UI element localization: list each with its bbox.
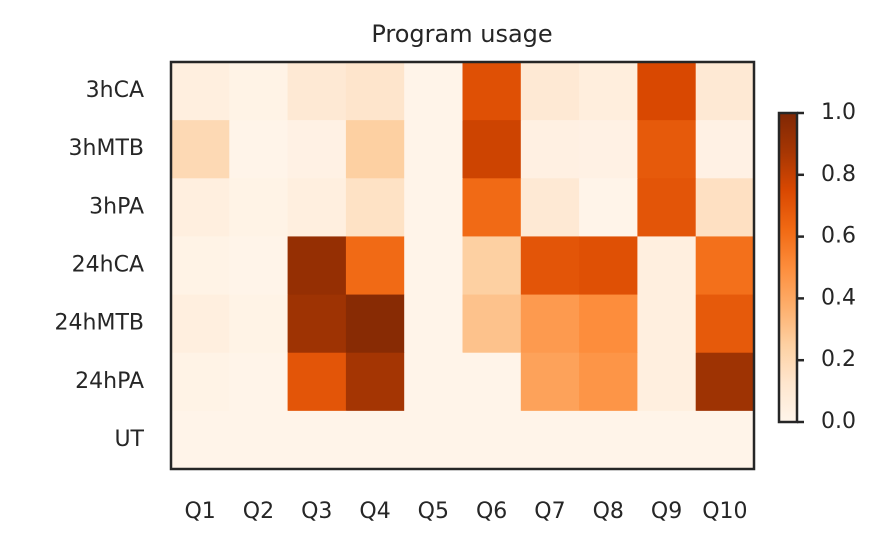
heatmap-cell [404, 410, 463, 470]
heatmap-cell [579, 294, 638, 354]
heatmap-cell [520, 236, 580, 296]
colorbar-tick-label: 0.8 [821, 162, 856, 187]
colorbar [777, 111, 799, 424]
heatmap-cell [171, 120, 230, 179]
heatmap-cell [462, 294, 522, 354]
y-tick-label: 3hMTB [69, 136, 144, 161]
heatmap-cell [229, 120, 289, 179]
heatmap-cell [579, 120, 638, 179]
heatmap-cell [229, 62, 289, 121]
heatmap-cell [404, 352, 463, 412]
heatmap-cell [637, 294, 697, 354]
heatmap-cell [637, 120, 697, 179]
y-tick-label: 24hCA [72, 253, 144, 278]
heatmap-cell [462, 178, 522, 237]
heatmap-cell [345, 62, 405, 121]
plot-frame [169, 60, 756, 471]
heatmap-cell [345, 120, 405, 179]
heatmap-cell [345, 236, 405, 296]
heatmap-cell [695, 352, 755, 412]
heatmap-cell [404, 62, 463, 121]
heatmap-cell [520, 178, 580, 237]
heatmap-cell [345, 294, 405, 354]
heatmap-cell [695, 294, 755, 354]
heatmap-cell [579, 62, 638, 121]
heatmap-cell [695, 178, 755, 237]
heatmap-cell [637, 352, 697, 412]
y-tick-label: UT [114, 427, 144, 452]
colorbar-tick-label: 1.0 [821, 100, 856, 125]
heatmap-cell [520, 294, 580, 354]
colorbar-tick-label: 0.6 [821, 224, 856, 249]
heatmap-cell [520, 352, 580, 412]
heatmap-cell [579, 352, 638, 412]
heatmap-cell [404, 178, 463, 237]
x-tick-label: Q4 [359, 499, 390, 524]
heatmap-cell [345, 410, 405, 470]
x-tick-label: Q1 [184, 499, 215, 524]
heatmap-cell [229, 352, 289, 412]
heatmap-cell [462, 352, 522, 412]
heatmap-cell [229, 178, 289, 237]
heatmap-cell [579, 236, 638, 296]
heatmap-cell [695, 120, 755, 179]
heatmap-cell [520, 410, 580, 470]
heatmap-cell [229, 236, 289, 296]
heatmap-cell [637, 178, 697, 237]
x-tick-label: Q6 [476, 499, 507, 524]
heatmap-cell [171, 62, 230, 121]
heatmap-cell [171, 178, 230, 237]
heatmap-cell [404, 294, 463, 354]
x-tick-label: Q8 [593, 499, 624, 524]
heatmap-cell [462, 120, 522, 179]
heatmap-cell [287, 294, 347, 354]
heatmap-cell [579, 410, 638, 470]
heatmap-cell [462, 410, 522, 470]
x-tick-label: Q3 [301, 499, 332, 524]
heatmap-cell [287, 120, 347, 179]
heatmap-cell [287, 352, 347, 412]
heatmap-cell [287, 236, 347, 296]
heatmap-cell [520, 62, 580, 121]
x-tick-label: Q2 [243, 499, 274, 524]
x-tick-label: Q9 [651, 499, 682, 524]
heatmap-cell [171, 236, 230, 296]
colorbar-tick-label: 0.4 [821, 285, 856, 310]
chart-title: Program usage [371, 20, 552, 48]
heatmap-cell [345, 352, 405, 412]
heatmap-cell [345, 178, 405, 237]
x-tick-label: Q5 [418, 499, 449, 524]
heatmap-cell [229, 410, 289, 470]
colorbar-tick-label: 0.0 [821, 409, 856, 434]
colorbar-tick-label: 0.2 [821, 347, 856, 372]
heatmap-cell [462, 236, 522, 296]
heatmap-cell [171, 294, 230, 354]
heatmap-cell [229, 294, 289, 354]
heatmap-cell [287, 410, 347, 470]
heatmap-cell [695, 236, 755, 296]
heatmap-cell [637, 62, 697, 121]
heatmap-cell [404, 236, 463, 296]
heatmap-cell [579, 178, 638, 237]
y-tick-label: 3hPA [89, 194, 144, 219]
y-tick-label: 24hMTB [55, 311, 144, 336]
heatmap-cell [171, 410, 230, 470]
heatmap-cell [462, 62, 522, 121]
y-tick-label: 24hPA [75, 369, 144, 394]
heatmap-cell [695, 410, 755, 470]
heatmap-cell [520, 120, 580, 179]
heatmap-cell [637, 236, 697, 296]
x-tick-label: Q7 [534, 499, 565, 524]
heatmap-cell [695, 62, 755, 121]
heatmap-cell [171, 352, 230, 412]
heatmap-cell [637, 410, 697, 470]
y-tick-label: 3hCA [86, 78, 144, 103]
heatmap-cell [287, 62, 347, 121]
heatmap-cell [404, 120, 463, 179]
heatmap-cell [287, 178, 347, 237]
x-tick-label: Q10 [702, 499, 747, 524]
